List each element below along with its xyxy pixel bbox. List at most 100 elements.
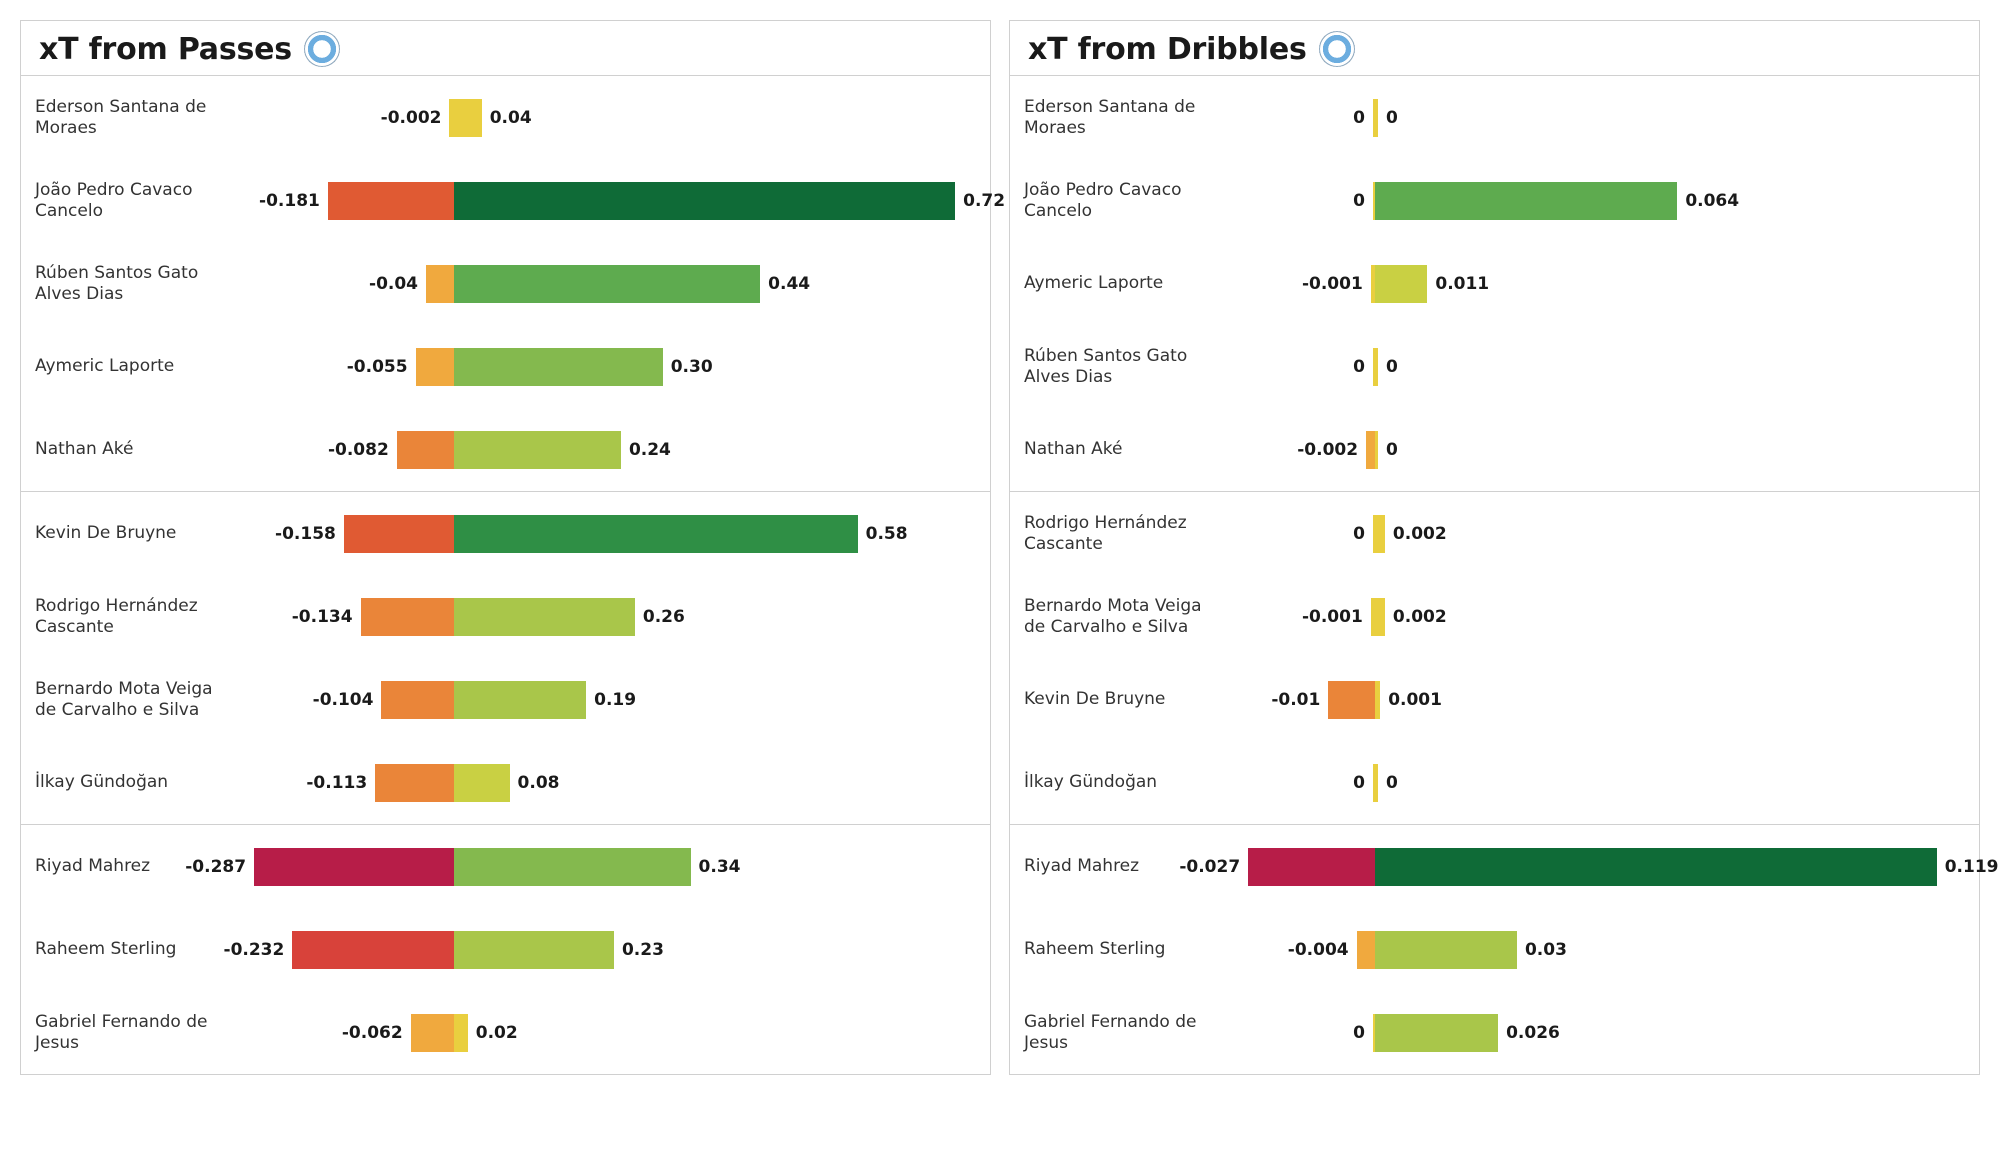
player-name: Bernardo Mota Veiga de Carvalho e Silva <box>1024 596 1234 636</box>
value-negative: -0.181 <box>259 191 320 211</box>
club-crest-icon <box>304 31 340 67</box>
player-name: Gabriel Fernando de Jesus <box>1024 1012 1234 1052</box>
bar-negative <box>1357 931 1376 969</box>
value-negative: -0.01 <box>1271 690 1320 710</box>
value-positive: 0.119 <box>1945 857 1999 877</box>
player-name: İlkay Gündoğan <box>1024 772 1234 792</box>
bar-area: -0.01 0.001 <box>1234 675 1965 725</box>
player-row: Aymeric Laporte-0.0010.011 <box>1010 242 1979 325</box>
bar-positive <box>1375 348 1378 386</box>
value-positive: 0.001 <box>1388 690 1442 710</box>
value-positive: 0 <box>1386 773 1398 793</box>
player-name: João Pedro Cavaco Cancelo <box>1024 180 1234 220</box>
value-positive: 0 <box>1386 357 1398 377</box>
bar-area: -0.1810.72 <box>245 176 976 226</box>
value-negative: 0 <box>1353 524 1365 544</box>
value-negative: -0.232 <box>224 940 285 960</box>
value-positive: 0 <box>1386 108 1398 128</box>
bar-negative <box>1248 848 1375 886</box>
value-positive: 0.03 <box>1525 940 1567 960</box>
club-crest-icon <box>1319 31 1355 67</box>
bar-area: -0.055 0.30 <box>245 342 976 392</box>
bar-area: -0.2320.23 <box>245 925 976 975</box>
bar-negative <box>254 848 454 886</box>
bar-positive <box>1375 681 1380 719</box>
row-group: Riyad Mahrez-0.0270.119Raheem Sterling-0… <box>1010 825 1979 1074</box>
player-row: Raheem Sterling -0.004 0.03 <box>1010 908 1979 991</box>
bar-negative <box>397 431 454 469</box>
value-negative: -0.027 <box>1179 857 1240 877</box>
value-positive: 0.23 <box>622 940 664 960</box>
player-name: Rúben Santos Gato Alves Dias <box>1024 346 1234 386</box>
panel-header: xT from Dribbles <box>1010 21 1979 76</box>
bar-positive <box>1375 182 1677 220</box>
value-negative: -0.113 <box>306 773 367 793</box>
bar-positive <box>454 348 663 386</box>
bar-negative <box>426 265 454 303</box>
bar-area: -0.0010.002 <box>1234 592 1965 642</box>
value-positive: 0.24 <box>629 440 671 460</box>
player-row: Raheem Sterling-0.2320.23 <box>21 908 990 991</box>
value-negative: -0.004 <box>1288 940 1349 960</box>
bar-area: -0.1340.26 <box>245 592 976 642</box>
bar-negative <box>411 1014 454 1052</box>
value-negative: -0.055 <box>347 357 408 377</box>
value-positive: 0.72 <box>963 191 1005 211</box>
value-negative: -0.287 <box>185 857 246 877</box>
bar-positive <box>454 848 691 886</box>
value-positive: 0.30 <box>671 357 713 377</box>
row-group: Rodrigo Hernández Cascante 0 0.002 Bernardo… <box>1010 492 1979 825</box>
bar-negative <box>1328 681 1375 719</box>
player-name: Bernardo Mota Veiga de Carvalho e Silva <box>35 679 245 719</box>
row-group: Kevin De Bruyne-0.1580.58Rodrigo Hernánd… <box>21 492 990 825</box>
value-positive: 0.44 <box>768 274 810 294</box>
bar-positive <box>1375 515 1384 553</box>
value-positive: 0.026 <box>1506 1023 1560 1043</box>
player-row: João Pedro Cavaco Cancelo-0.1810.72 <box>21 159 990 242</box>
bar-positive <box>454 431 621 469</box>
bar-area: -0.0820.24 <box>245 425 976 475</box>
player-name: Ederson Santana de Moraes <box>1024 97 1234 137</box>
value-positive: 0.26 <box>643 607 685 627</box>
bar-positive <box>454 265 760 303</box>
panel-header: xT from Passes <box>21 21 990 76</box>
panel-dribbles: xT from Dribbles Ederson Santana de Mora… <box>1009 20 1980 1075</box>
panel-body: Ederson Santana de Moraes00João Pedro Ca… <box>1010 76 1979 1074</box>
bar-area: -0.0010.011 <box>1234 259 1965 309</box>
bar-area: -0.1130.08 <box>245 758 976 808</box>
value-positive: 0.002 <box>1393 524 1447 544</box>
bar-area: 0 0.002 <box>1234 509 1965 559</box>
bar-positive <box>454 182 955 220</box>
bar-positive <box>1375 265 1427 303</box>
panel-body: Ederson Santana de Moraes-0.0020.04João … <box>21 76 990 1074</box>
bar-area: 00 <box>1234 342 1965 392</box>
player-row: Nathan Aké-0.0020 <box>1010 408 1979 491</box>
player-name: Aymeric Laporte <box>35 356 245 376</box>
bar-area: -0.0020 <box>1234 425 1965 475</box>
player-row: Aymeric Laporte -0.055 0.30 <box>21 325 990 408</box>
player-row: Rúben Santos Gato Alves Dias -0.04 0.44 <box>21 242 990 325</box>
panel-title: xT from Passes <box>39 32 292 67</box>
bar-positive <box>1375 431 1378 469</box>
bar-area: 00 <box>1234 758 1965 808</box>
panel-title: xT from Dribbles <box>1028 32 1307 67</box>
player-row: Bernardo Mota Veiga de Carvalho e Silva-… <box>1010 575 1979 658</box>
bar-area: -0.0270.119 <box>1234 842 1965 892</box>
bar-area: -0.0620.02 <box>245 1008 976 1058</box>
bar-positive <box>454 99 482 137</box>
player-name: Rúben Santos Gato Alves Dias <box>35 263 245 303</box>
value-negative: 0 <box>1353 108 1365 128</box>
value-negative: -0.062 <box>342 1023 403 1043</box>
value-positive: 0.064 <box>1685 191 1739 211</box>
player-name: Raheem Sterling <box>1024 939 1234 959</box>
value-negative: 0 <box>1353 191 1365 211</box>
player-name: Rodrigo Hernández Cascante <box>1024 513 1234 553</box>
value-positive: 0.011 <box>1435 274 1489 294</box>
bar-positive <box>1375 99 1378 137</box>
bar-negative <box>344 515 454 553</box>
value-negative: -0.104 <box>313 690 374 710</box>
bar-area: 00 <box>1234 93 1965 143</box>
bar-positive <box>1375 848 1936 886</box>
value-negative: -0.04 <box>369 274 418 294</box>
player-name: Kevin De Bruyne <box>1024 689 1234 709</box>
